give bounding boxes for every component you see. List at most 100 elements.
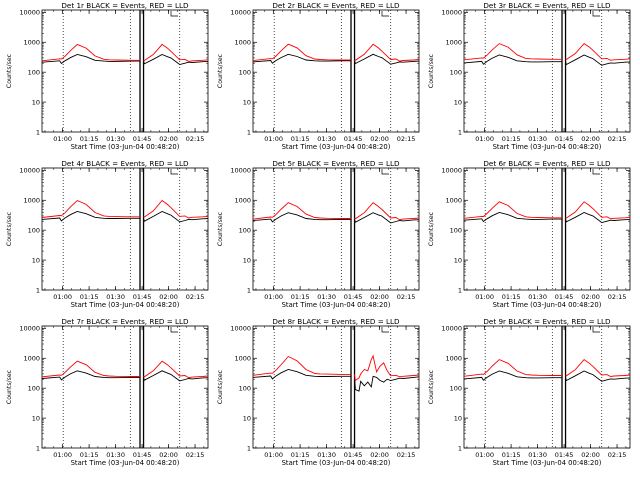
series-line-lld xyxy=(41,199,140,218)
corner-marker xyxy=(381,169,389,175)
x-tick-label: 01:15 xyxy=(502,135,521,143)
x-tick-label: 02:15 xyxy=(397,451,416,459)
x-axis-label: Start Time (03-Jun-04 00:48:20) xyxy=(493,143,602,151)
x-tick-label: 02:00 xyxy=(370,135,389,143)
plot-frame xyxy=(463,167,631,291)
panel-det-2: Det 2r BLACK = Events, RED = LLD 1 10 100 10… xyxy=(217,1,420,151)
y-tick-label: 1 xyxy=(458,128,462,136)
x-tick-label: 01:15 xyxy=(80,451,99,459)
x-tick-label: 02:00 xyxy=(159,451,178,459)
y-axis-label: Counts/sec xyxy=(428,211,435,246)
corner-marker xyxy=(381,327,389,333)
series-line-events xyxy=(354,375,420,392)
series-line-events xyxy=(41,54,140,65)
y-tick-label: 100 xyxy=(450,68,462,76)
x-tick-label: 01:00 xyxy=(53,451,72,459)
y-tick-label: 1000 xyxy=(23,355,40,363)
x-axis-label: Start Time (03-Jun-04 00:48:20) xyxy=(71,301,180,309)
series-line-lld xyxy=(565,201,631,220)
series-line-events xyxy=(41,211,140,222)
x-tick-label: 02:15 xyxy=(608,293,627,301)
y-tick-label: 10 xyxy=(243,414,251,422)
x-axis-label: Start Time (03-Jun-04 00:48:20) xyxy=(282,143,391,151)
y-tick-label: 10000 xyxy=(230,167,251,175)
y-axis-label: Counts/sec xyxy=(428,53,435,88)
y-tick-label: 10 xyxy=(32,98,40,106)
y-tick-label: 10000 xyxy=(441,9,462,17)
y-tick-label: 1000 xyxy=(234,39,251,47)
x-tick-label: 02:15 xyxy=(608,135,627,143)
x-tick-label: 01:45 xyxy=(133,451,152,459)
y-tick-label: 1000 xyxy=(23,39,40,47)
corner-marker xyxy=(170,327,178,333)
series-line-events xyxy=(463,54,562,65)
x-tick-label: 01:15 xyxy=(80,293,99,301)
y-tick-label: 1 xyxy=(247,444,251,452)
panel-det-9: Det 9r BLACK = Events, RED = LLD 1 10 100 10… xyxy=(428,317,631,467)
series-line-lld xyxy=(252,202,351,220)
y-tick-label: 10 xyxy=(454,256,462,264)
panel-title: Det 8r BLACK = Events, RED = LLD xyxy=(272,317,400,326)
x-axis-label: Start Time (03-Jun-04 00:48:20) xyxy=(71,459,180,467)
y-tick-label: 1000 xyxy=(445,197,462,205)
y-tick-label: 1 xyxy=(36,286,40,294)
y-tick-label: 1 xyxy=(36,444,40,452)
y-tick-label: 10 xyxy=(243,98,251,106)
y-tick-label: 10000 xyxy=(19,167,40,175)
x-tick-label: 01:45 xyxy=(133,293,152,301)
series-line-events xyxy=(565,370,631,382)
series-line-lld xyxy=(143,43,209,62)
x-tick-label: 01:00 xyxy=(53,293,72,301)
series-line-events xyxy=(354,212,420,224)
x-tick-label: 02:00 xyxy=(581,135,600,143)
series-line-lld xyxy=(354,202,420,221)
x-tick-label: 01:00 xyxy=(475,135,494,143)
corner-marker xyxy=(170,11,178,17)
x-tick-label: 02:00 xyxy=(581,451,600,459)
x-tick-label: 01:45 xyxy=(555,135,574,143)
x-tick-label: 02:15 xyxy=(186,451,205,459)
series-line-lld xyxy=(252,355,351,376)
series-line-events xyxy=(565,212,631,223)
y-axis-label: Counts/sec xyxy=(6,369,13,404)
x-axis-label: Start Time (03-Jun-04 00:48:20) xyxy=(282,301,391,309)
x-tick-label: 01:30 xyxy=(317,135,336,143)
panel-title: Det 5r BLACK = Events, RED = LLD xyxy=(272,159,400,168)
y-tick-label: 1 xyxy=(458,286,462,294)
y-tick-label: 1000 xyxy=(234,355,251,363)
y-tick-label: 100 xyxy=(239,68,251,76)
x-tick-label: 01:30 xyxy=(106,451,125,459)
series-line-lld xyxy=(354,354,420,382)
y-tick-label: 100 xyxy=(450,384,462,392)
panel-title: Det 1r BLACK = Events, RED = LLD xyxy=(61,1,189,10)
series-line-events xyxy=(143,211,209,223)
y-tick-label: 1000 xyxy=(445,355,462,363)
series-line-events xyxy=(252,212,351,223)
series-line-events xyxy=(41,370,140,381)
x-tick-label: 01:45 xyxy=(344,135,363,143)
y-tick-label: 1 xyxy=(36,128,40,136)
x-tick-label: 01:45 xyxy=(344,451,363,459)
x-tick-label: 01:00 xyxy=(475,293,494,301)
panel-title: Det 7r BLACK = Events, RED = LLD xyxy=(61,317,189,326)
series-line-lld xyxy=(143,199,209,219)
y-tick-label: 100 xyxy=(239,384,251,392)
x-tick-label: 01:15 xyxy=(291,135,310,143)
plot-frame xyxy=(252,325,420,449)
x-tick-label: 01:15 xyxy=(80,135,99,143)
series-line-lld xyxy=(41,43,140,62)
plot-frame xyxy=(463,9,631,133)
x-tick-label: 01:30 xyxy=(317,293,336,301)
corner-marker xyxy=(381,11,389,17)
plot-frame xyxy=(252,9,420,133)
x-tick-label: 01:30 xyxy=(106,135,125,143)
plot-frame xyxy=(463,325,631,449)
x-tick-label: 02:00 xyxy=(581,293,600,301)
y-axis-label: Counts/sec xyxy=(6,53,13,88)
panel-det-8: Det 8r BLACK = Events, RED = LLD 1 10 100 10… xyxy=(217,317,420,467)
x-tick-label: 01:15 xyxy=(291,451,310,459)
y-tick-label: 10000 xyxy=(19,325,40,333)
x-axis-label: Start Time (03-Jun-04 00:48:20) xyxy=(493,459,602,467)
x-tick-label: 01:30 xyxy=(528,293,547,301)
x-tick-label: 02:15 xyxy=(186,293,205,301)
